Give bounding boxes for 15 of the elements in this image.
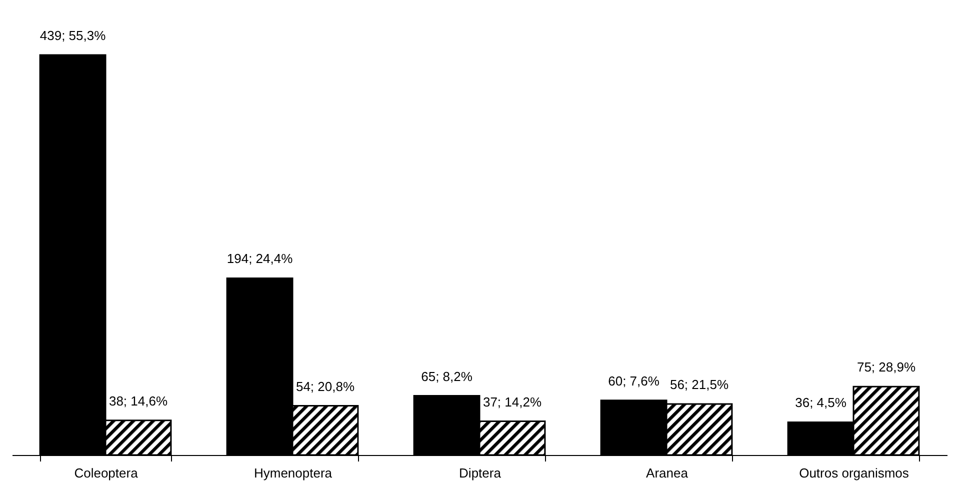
x-tick-label: Diptera bbox=[459, 466, 502, 480]
data-label: 194; 24,4% bbox=[226, 251, 294, 266]
data-label: 439; 55,3% bbox=[40, 28, 106, 43]
x-tick-label: Outros organismos bbox=[799, 466, 910, 480]
x-tick-label: Aranea bbox=[646, 466, 689, 480]
data-label: 60; 7,6% bbox=[608, 373, 660, 388]
data-label: 56; 21,5% bbox=[670, 376, 729, 392]
data-label: 54; 20,8% bbox=[296, 378, 355, 394]
data-label: 75; 28,9% bbox=[856, 360, 916, 375]
data-label: 38; 14,6% bbox=[108, 393, 168, 408]
x-tick-label: Coleoptera bbox=[74, 466, 139, 480]
data-label: 36; 4,5% bbox=[795, 395, 847, 410]
data-label: 65; 8,2% bbox=[421, 368, 473, 384]
data-label: 37; 14,2% bbox=[482, 394, 542, 410]
x-tick-label: Hymenoptera bbox=[254, 466, 333, 480]
